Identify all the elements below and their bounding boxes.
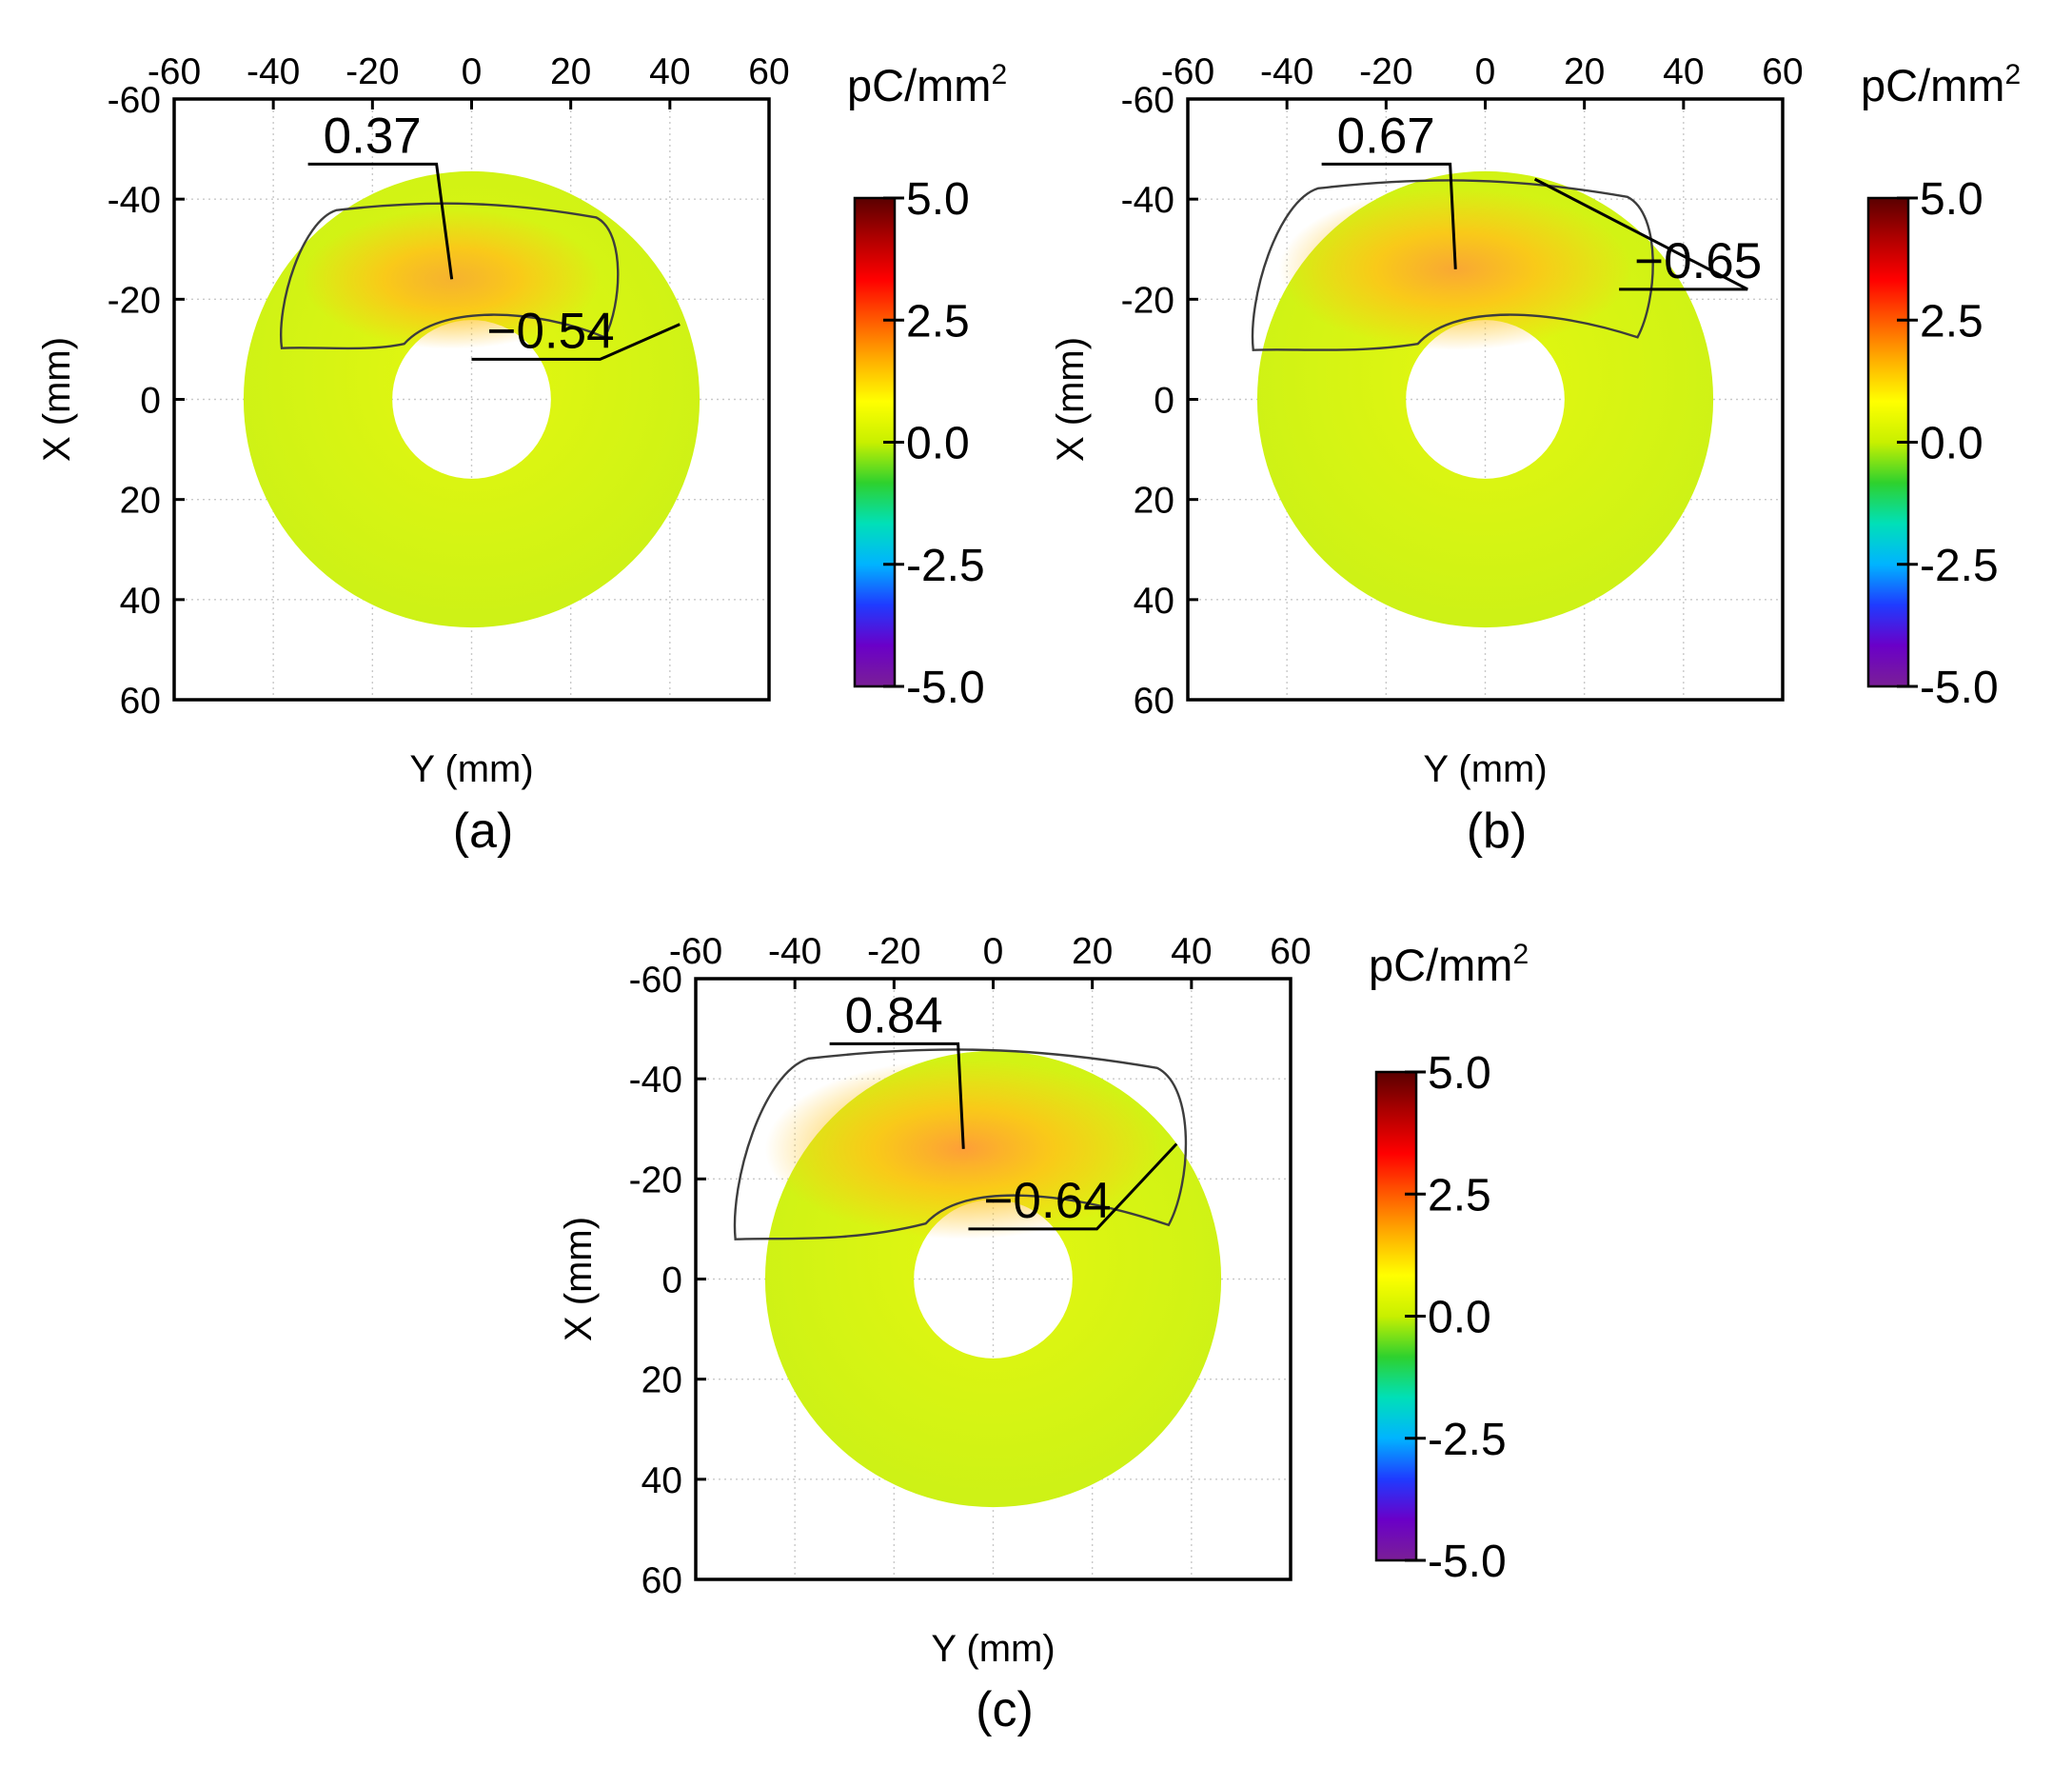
max-contour-line [733, 1048, 1188, 1240]
y-tick-label: -20 [629, 1160, 682, 1200]
colorbar-tick-label: 2.5 [1920, 296, 1983, 347]
min-value-label: −0.64 [983, 1173, 1111, 1229]
panel-caption: (c) [976, 1682, 1034, 1737]
unit-exponent: 2 [2004, 59, 2021, 90]
chart-panel-1: -60 -40 -20 0 20 40 60 -60 -40 -20 0 20 40 60 Y (mm) X … [36, 51, 1007, 859]
y-tick-label: -20 [108, 280, 161, 321]
colorbar-tick-label: -2.5 [1920, 541, 1999, 591]
x-tick-label: 20 [1564, 51, 1605, 92]
colorbar-tick-label: -2.5 [1428, 1415, 1507, 1465]
colorbar-unit-label: pC/mm2 [1861, 59, 2021, 110]
x-tick-label: -40 [1260, 51, 1313, 92]
chart-panel-3: -60 -40 -20 0 20 40 60 -60 -40 -20 0 20 40 60 Y (mm) X … [558, 931, 1529, 1737]
y-tick-label: -60 [108, 80, 161, 121]
x-tick-label: 60 [1762, 51, 1803, 92]
y-tick-label: 60 [1134, 681, 1174, 722]
y-tick-label: 40 [1134, 581, 1174, 622]
colorbar-unit-label: pC/mm2 [847, 59, 1007, 110]
colorbar-unit-label: pC/mm2 [1369, 939, 1529, 990]
x-tick-label: -60 [148, 51, 201, 92]
panel-caption: (a) [453, 804, 514, 859]
y-tick-label: 40 [641, 1460, 682, 1501]
y-tick-label: 0 [1154, 381, 1174, 422]
x-tick-label: -40 [247, 51, 300, 92]
panel-caption: (b) [1467, 804, 1528, 859]
max-value-label: 0.37 [324, 108, 422, 164]
colorbar-tick-label: -2.5 [906, 541, 985, 591]
x-tick-label: -40 [768, 931, 821, 972]
y-tick-label: -40 [108, 180, 161, 221]
y-axis-title: X (mm) [1050, 337, 1092, 462]
x-tick-label: 60 [748, 51, 789, 92]
chart-panel-2: -60 -40 -20 0 20 40 60 -60 -40 -20 0 20 40 60 Y (mm) X … [1050, 51, 2021, 859]
x-tick-label: 60 [1270, 931, 1311, 972]
x-axis-title: Y (mm) [409, 748, 533, 790]
y-axis-title: X (mm) [558, 1217, 600, 1341]
y-tick-label: 40 [120, 581, 161, 622]
x-tick-label: 40 [649, 51, 690, 92]
annotation-leader-line [307, 162, 454, 280]
colorbar-tick-label: 2.5 [906, 296, 970, 347]
y-tick-label: 0 [661, 1260, 682, 1301]
max-contour-line [1251, 179, 1654, 351]
colorbar-tick-label: 2.5 [1428, 1170, 1491, 1220]
unit-exponent: 2 [991, 59, 1007, 90]
y-tick-label: -60 [629, 960, 682, 1001]
y-tick-label: -60 [1121, 80, 1174, 121]
colorbar-tick-label: 5.0 [906, 174, 970, 225]
colorbar-tick-label: -5.0 [1428, 1537, 1507, 1587]
colorbar-tick-label: 5.0 [1920, 174, 1983, 225]
colorbar-tick-label: -5.0 [906, 663, 985, 713]
x-tick-label: -20 [345, 51, 399, 92]
y-tick-label: 60 [120, 681, 161, 722]
x-tick-label: 0 [1475, 51, 1496, 92]
annotation-leader-line [968, 1142, 1178, 1231]
y-tick-label: 20 [1134, 481, 1174, 522]
y-tick-label: 20 [120, 481, 161, 522]
y-tick-label: 60 [641, 1560, 682, 1601]
x-tick-label: 0 [983, 931, 1004, 972]
y-tick-label: -20 [1121, 280, 1174, 321]
x-tick-label: 40 [1171, 931, 1212, 972]
x-tick-label: -60 [1161, 51, 1214, 92]
y-tick-label: 20 [641, 1360, 682, 1401]
annotation-leader-line [1321, 162, 1457, 269]
colorbar-tick-label: 0.0 [1920, 419, 1983, 469]
min-value-label: −0.54 [487, 303, 615, 359]
x-tick-label: 20 [1072, 931, 1113, 972]
unit-exponent: 2 [1512, 939, 1529, 970]
y-tick-label: -40 [629, 1060, 682, 1101]
unit-base: pC/mm [847, 60, 991, 110]
y-tick-label: 0 [140, 381, 161, 422]
x-tick-label: -60 [669, 931, 722, 972]
annotation-leader-line [471, 323, 681, 361]
x-tick-label: 0 [462, 51, 483, 92]
y-tick-label: -40 [1121, 180, 1174, 221]
x-tick-label: -20 [1359, 51, 1412, 92]
colorbar-tick-label: 0.0 [1428, 1293, 1491, 1343]
max-value-label: 0.84 [845, 987, 943, 1043]
x-axis-title: Y (mm) [1423, 748, 1547, 790]
max-value-label: 0.67 [1337, 108, 1435, 164]
x-tick-label: -20 [867, 931, 920, 972]
min-value-label: −0.65 [1634, 233, 1762, 289]
unit-base: pC/mm [1369, 940, 1512, 990]
colorbar-tick-label: -5.0 [1920, 663, 1999, 713]
max-contour-line [280, 202, 620, 350]
unit-base: pC/mm [1861, 60, 2004, 110]
annotation-leader-line [829, 1042, 965, 1149]
x-axis-title: Y (mm) [931, 1628, 1055, 1670]
y-axis-title: X (mm) [36, 337, 78, 462]
x-tick-label: 40 [1663, 51, 1704, 92]
colorbar-tick-label: 5.0 [1428, 1048, 1491, 1099]
colorbar-tick-label: 0.0 [906, 419, 970, 469]
x-tick-label: 20 [550, 51, 591, 92]
annotation-leader-line [1533, 177, 1748, 291]
